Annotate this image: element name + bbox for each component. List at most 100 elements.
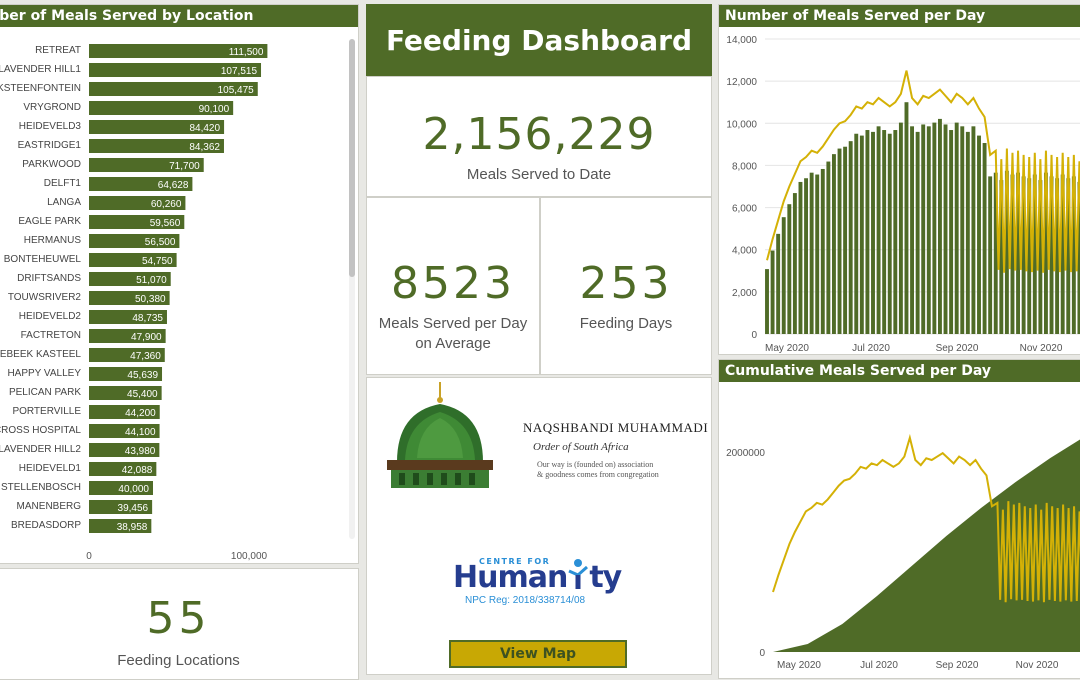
naqshbandi-tagline2: & goodness comes from congregation	[537, 470, 659, 479]
location-bar[interactable]	[89, 120, 225, 134]
location-bar[interactable]	[89, 82, 258, 96]
daily-bar	[954, 122, 959, 335]
location-bar[interactable]	[89, 101, 234, 115]
location-label: LAVENDER HILL1	[0, 64, 81, 75]
location-label: VRYGROND	[23, 102, 81, 113]
location-value-label: 48,735	[132, 313, 163, 324]
location-value-label: 50,380	[135, 294, 166, 305]
location-label: DRIFTSANDS	[17, 273, 81, 284]
daily-bar	[770, 250, 775, 334]
location-label: HERMANUS	[24, 235, 82, 246]
daily-bar	[1060, 174, 1065, 334]
location-value-label: 39,456	[118, 503, 149, 514]
y-tick-label: 0	[759, 648, 765, 659]
location-chart-panel: Number of Meals Served by Location RETRE…	[0, 4, 359, 564]
cfh-main-prefix: Human	[453, 560, 568, 595]
daily-meals-area-chart: 0 2,000 4,000 6,000 8,000 10,000 12,000 14,000 M…	[726, 35, 1080, 354]
location-bar[interactable]	[89, 462, 157, 476]
location-label: DELFT1	[44, 178, 82, 189]
daily-bar	[837, 148, 842, 334]
y-tick-label: 14,000	[726, 35, 757, 46]
location-value-label: 90,100	[199, 104, 230, 115]
x-tick-label: May 2020	[777, 660, 821, 671]
daily-bar	[937, 118, 942, 334]
daily-bar	[1038, 180, 1043, 334]
location-bar[interactable]	[89, 310, 167, 324]
y-tick-label: 4,000	[732, 246, 757, 257]
daily-bar	[965, 131, 970, 334]
naqshbandi-tagline1: Our way is (founded on) association	[537, 460, 654, 469]
location-bar[interactable]	[89, 424, 160, 438]
location-bar[interactable]	[89, 500, 153, 514]
daily-bar	[1066, 178, 1071, 334]
dome-logo-icon	[387, 382, 493, 488]
location-bar[interactable]	[89, 443, 160, 457]
daily-bar	[1021, 176, 1026, 334]
daily-bar	[943, 124, 948, 334]
location-bar[interactable]	[89, 196, 186, 210]
location-label: PORTERVILLE	[12, 406, 81, 417]
location-value-label: 44,100	[125, 427, 156, 438]
location-bar[interactable]	[89, 234, 180, 248]
location-label: STELLENBOSCH	[1, 482, 81, 493]
total-meals-value: 2,156,229	[422, 109, 656, 160]
location-bar[interactable]	[89, 177, 193, 191]
y-tick-label: 10,000	[726, 119, 757, 130]
location-label: LANGA	[47, 197, 81, 208]
daily-bar	[977, 135, 981, 334]
y-tick-label: 2,000	[732, 288, 757, 299]
view-map-button[interactable]: View Map	[449, 640, 627, 668]
location-bar[interactable]	[89, 367, 163, 381]
location-bar[interactable]	[89, 272, 171, 286]
location-label: BREDASDORP	[11, 520, 81, 531]
total-meals-card: 2,156,229 Meals Served to Date	[366, 76, 712, 197]
location-bar[interactable]	[89, 215, 185, 229]
location-bar[interactable]	[89, 329, 166, 343]
location-value-label: 51,070	[136, 275, 167, 286]
location-bar[interactable]	[89, 348, 165, 362]
location-bar[interactable]	[89, 291, 170, 305]
location-bar[interactable]	[89, 481, 153, 495]
daily-overlay-line	[772, 433, 1080, 603]
daily-bar	[859, 135, 864, 334]
daily-bar	[960, 126, 965, 334]
avg-meals-label-line1: Meals Served per Day	[378, 315, 528, 332]
cfh-top-text: CENTRE FOR	[479, 557, 551, 566]
daily-bar	[1049, 176, 1054, 334]
location-value-label: 84,420	[189, 123, 220, 134]
daily-chart-title: Number of Meals Served per Day	[719, 5, 1080, 27]
location-label: HEIDEVELD2	[19, 311, 82, 322]
naqshbandi-name: NAQSHBANDI MUHAMMADI	[523, 420, 709, 435]
daily-bar	[776, 233, 781, 334]
location-bar[interactable]	[89, 158, 204, 172]
location-bar[interactable]	[89, 63, 262, 77]
location-value-label: 47,900	[131, 332, 162, 343]
daily-bar	[932, 122, 937, 335]
location-bar[interactable]	[89, 519, 152, 533]
y-tick-label: 0	[751, 330, 757, 341]
location-label: ELKSTEENFONTEIN	[0, 83, 81, 94]
daily-bar	[893, 130, 898, 334]
locations-kpi-card: 55 Feeding Locations	[0, 568, 359, 680]
location-label: TOUWSRIVER2	[8, 292, 82, 303]
location-bar[interactable]	[89, 44, 268, 58]
location-bar[interactable]	[89, 405, 160, 419]
location-label: CROSS HOSPITAL	[0, 425, 81, 436]
location-value-label: 54,750	[142, 256, 173, 267]
location-bar[interactable]	[89, 386, 162, 400]
daily-bar	[787, 204, 792, 334]
location-bar[interactable]	[89, 139, 224, 153]
daily-meals-line	[766, 70, 1080, 273]
cfh-logo: Human ty	[453, 559, 622, 595]
location-chart-scrollbar[interactable]	[349, 39, 355, 539]
cumulative-chart-panel: Cumulative Meals Served per Day 0 2000000…	[718, 359, 1080, 679]
daily-bar	[915, 131, 920, 334]
scrollbar-thumb[interactable]	[349, 39, 355, 277]
daily-bar	[809, 172, 814, 334]
x-tick-label: May 2020	[765, 343, 809, 354]
location-bar[interactable]	[89, 253, 177, 267]
daily-bar	[876, 126, 881, 334]
cfh-main-suffix: ty	[589, 560, 622, 595]
location-label: RIEBEEK KASTEEL	[0, 349, 81, 360]
daily-bar	[848, 141, 853, 334]
